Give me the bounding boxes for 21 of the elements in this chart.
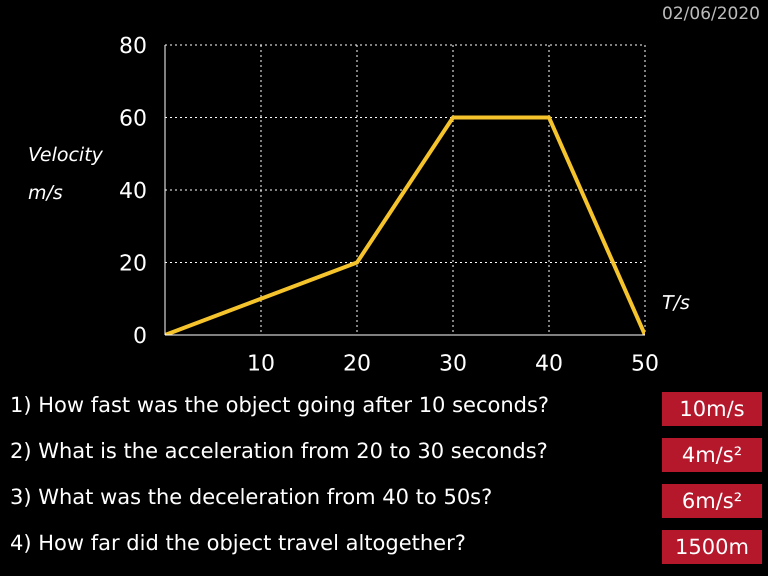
x-tick-label: 40 [535,352,563,377]
text: 02/06/2020 [662,4,760,24]
text: 1500m [662,530,762,564]
y-tick-label: 0 [133,324,147,349]
x-axis-title: T/s [662,292,690,314]
y-tick-label: 20 [119,251,147,276]
y-tick-label: 40 [119,178,147,204]
text: 6m/s² [662,484,762,518]
y-axis-title: Velocity m/s [28,143,104,206]
text: 3) What was the deceleration from 40 to 50s? [10,485,492,509]
text: 4m/s² [662,438,762,472]
text: 10m/s [662,392,762,426]
y-tick-label: 80 [119,34,147,59]
x-tick-label: 20 [343,352,371,377]
y-tick-label: 60 [119,106,147,132]
text: 4) How far did the object travel altogether? [10,531,466,555]
text: 1) How fast was the object going after 10 seconds? [10,393,550,417]
x-tick-label: 50 [631,352,659,377]
text: 2) What is the acceleration from 20 to 30 seconds? [10,439,548,463]
x-tick-label: 30 [439,352,467,377]
x-tick-label: 10 [247,352,275,377]
